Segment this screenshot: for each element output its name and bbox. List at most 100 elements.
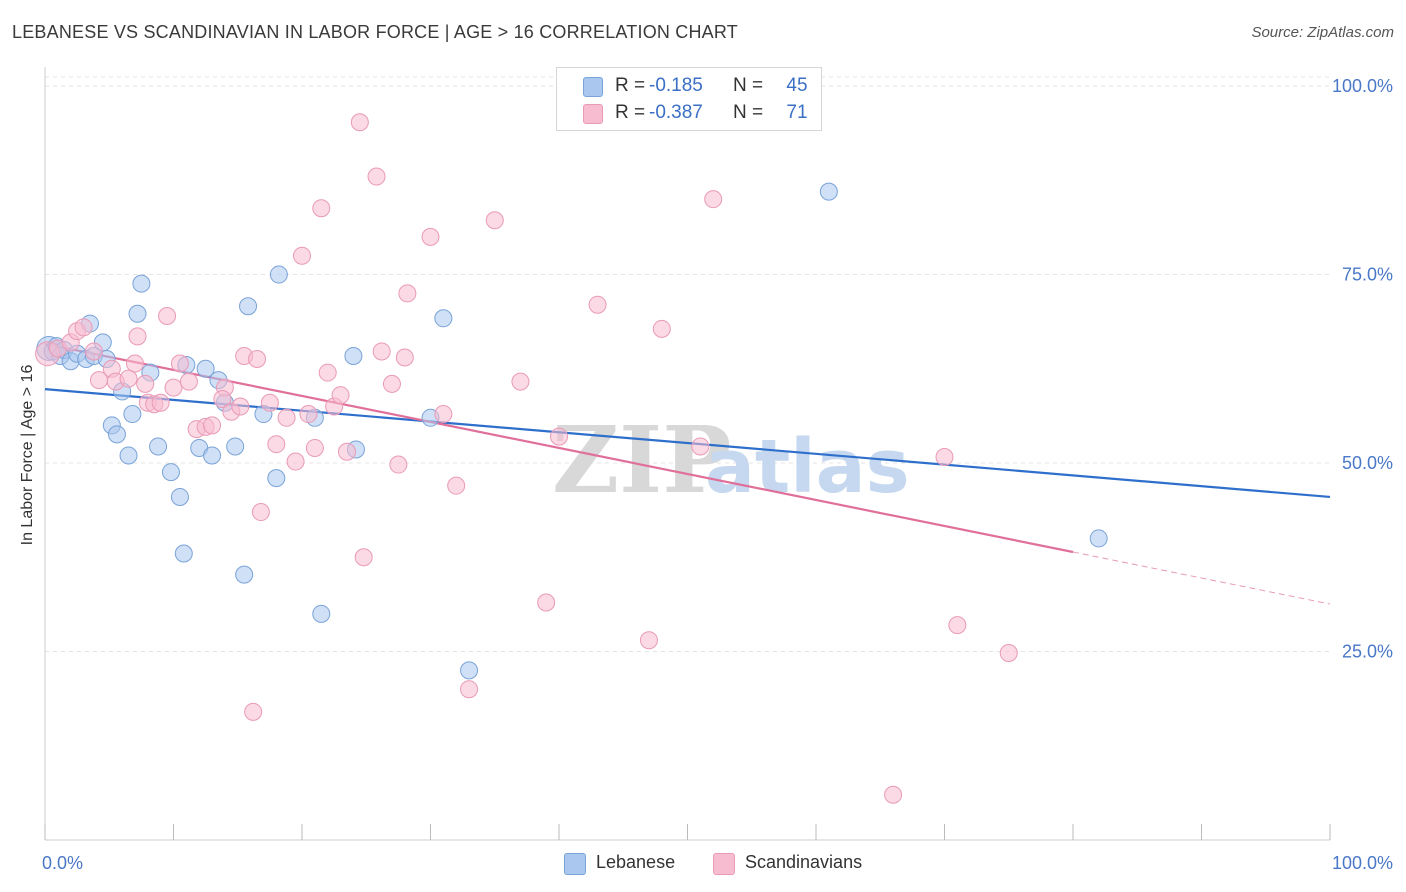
point-lebanese	[226, 437, 245, 456]
point-lebanese	[203, 446, 222, 465]
point-lebanese	[312, 604, 331, 623]
point-scandinavians	[119, 369, 138, 388]
point-scandinavians	[293, 246, 311, 265]
point-scandinavians	[337, 442, 356, 461]
point-lebanese	[128, 304, 147, 323]
point-scandinavians	[511, 372, 530, 391]
stats-legend: R = -0.185 N = 45 R = -0.387 N = 71	[556, 67, 822, 131]
point-lebanese	[170, 487, 189, 506]
point-scandinavians	[350, 113, 369, 132]
point-scandinavians	[128, 327, 147, 346]
tick-labels: 25.0% 50.0% 75.0% 100.0% 0.0% 100.0%	[42, 76, 1393, 873]
y-tick-label: 75.0%	[1342, 265, 1393, 285]
axes	[44, 67, 1331, 841]
point-scandinavians	[421, 227, 440, 246]
point-scandinavians	[639, 631, 658, 650]
point-scandinavians	[691, 437, 710, 456]
point-scandinavians	[213, 389, 232, 408]
point-scandinavians	[588, 295, 607, 314]
x-tick-label: 100.0%	[1332, 853, 1393, 873]
point-lebanese	[1089, 529, 1108, 548]
point-scandinavians	[170, 354, 189, 373]
point-scandinavians	[395, 348, 414, 367]
legend-label-lebanese: Lebanese	[596, 852, 676, 872]
trend-lines	[44, 342, 1331, 605]
point-scandinavians	[244, 702, 263, 721]
lebanese-swatch	[583, 77, 603, 97]
data-points	[35, 113, 1108, 804]
y-tick-label: 50.0%	[1342, 453, 1393, 473]
scandinavians-legend-swatch	[713, 853, 735, 875]
watermark-atlas: atlas	[705, 424, 910, 510]
x-tick-label: 0.0%	[42, 853, 83, 873]
y-tick-label: 100.0%	[1332, 76, 1393, 96]
point-scandinavians	[260, 393, 279, 412]
point-scandinavians	[251, 503, 270, 522]
point-scandinavians	[151, 393, 170, 412]
point-scandinavians	[704, 190, 723, 209]
series-legend: Lebanese Scandinavians	[0, 852, 1406, 876]
point-scandinavians	[203, 416, 222, 435]
chart-title: LEBANESE VS SCANDINAVIAN IN LABOR FORCE …	[12, 22, 738, 42]
r-value: -0.185	[649, 75, 703, 96]
point-scandinavians	[367, 167, 386, 186]
n-label: N =	[733, 102, 764, 123]
point-scandinavians	[398, 284, 417, 303]
point-lebanese	[344, 346, 363, 365]
point-scandinavians	[354, 548, 373, 567]
point-lebanese	[161, 463, 180, 482]
point-scandinavians	[164, 378, 183, 397]
point-scandinavians	[248, 349, 267, 368]
n-label: N =	[733, 75, 764, 96]
point-scandinavians	[267, 435, 286, 454]
point-scandinavians	[447, 476, 466, 495]
point-scandinavians	[125, 354, 144, 373]
n-value: 71	[786, 102, 808, 123]
point-scandinavians	[389, 455, 408, 474]
y-tick-label: 25.0%	[1342, 642, 1393, 662]
legend-label-scandinavians: Scandinavians	[745, 852, 863, 872]
point-scandinavians	[305, 438, 324, 457]
point-lebanese	[123, 405, 142, 424]
point-scandinavians	[158, 307, 177, 326]
point-scandinavians	[935, 448, 954, 467]
point-scandinavians	[299, 405, 318, 424]
r-label: R =	[615, 75, 646, 96]
point-lebanese	[132, 274, 151, 293]
point-lebanese	[239, 297, 258, 316]
r-value: -0.387	[649, 102, 703, 123]
point-scandinavians	[231, 397, 250, 416]
point-scandinavians	[286, 452, 305, 471]
point-lebanese	[235, 565, 254, 584]
point-scandinavians	[382, 374, 401, 393]
point-scandinavians	[550, 427, 568, 446]
scandinavians-swatch	[583, 104, 603, 124]
point-lebanese	[119, 446, 138, 465]
n-value: 45	[786, 75, 808, 96]
point-scandinavians	[999, 644, 1018, 663]
point-lebanese	[107, 425, 126, 444]
point-scandinavians	[537, 593, 556, 612]
point-scandinavians	[485, 211, 504, 230]
point-scandinavians	[652, 319, 671, 338]
lebanese-legend-swatch	[564, 853, 586, 875]
point-scandinavians	[434, 405, 453, 424]
watermark-zip: ZIP	[552, 406, 731, 514]
point-lebanese	[269, 265, 288, 284]
point-scandinavians	[372, 342, 391, 361]
point-scandinavians	[277, 408, 296, 427]
point-scandinavians	[74, 318, 93, 337]
point-scandinavians	[318, 363, 337, 382]
point-scandinavians	[136, 374, 155, 393]
point-scandinavians	[948, 616, 967, 635]
r-label: R =	[615, 102, 646, 123]
point-scandinavians	[884, 785, 903, 804]
point-lebanese	[267, 469, 286, 488]
trend-extension-scandinavians	[1072, 551, 1331, 605]
point-lebanese	[149, 437, 168, 456]
point-scandinavians	[179, 372, 198, 391]
point-lebanese	[819, 182, 838, 201]
point-lebanese	[174, 544, 193, 563]
